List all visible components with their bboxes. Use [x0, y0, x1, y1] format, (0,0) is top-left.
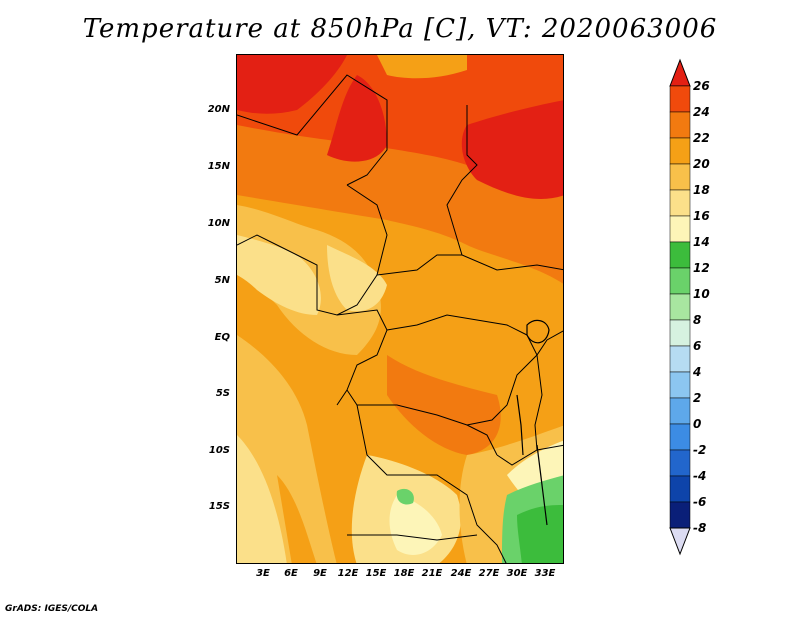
field-16-coast [237, 235, 321, 315]
lon-label-30e: 30E [506, 568, 528, 579]
colorbar-label-neg6: -6 [693, 495, 707, 509]
lon-label-15e: 15E [365, 568, 387, 579]
lat-label-10n: 10N [207, 218, 230, 229]
lon-label-24e: 24E [450, 568, 472, 579]
colorbar [669, 58, 691, 556]
colorbar-box [669, 241, 691, 269]
colorbar-label-neg2: -2 [693, 443, 707, 457]
colorbar-label-10: 10 [693, 287, 710, 301]
colorbar-top-arrow [669, 58, 691, 87]
colorbar-label-26: 26 [693, 79, 710, 93]
lon-label-12e: 12E [337, 568, 359, 579]
lon-label-3e: 3E [256, 568, 270, 579]
colorbar-label-4: 4 [693, 365, 702, 379]
colorbar-box [669, 163, 691, 191]
lakes [516, 319, 550, 526]
colorbar-label-6: 6 [693, 339, 702, 353]
field-14-angola [389, 495, 442, 555]
colorbar-label-20: 20 [693, 157, 710, 171]
colorbar-label-18: 18 [693, 183, 710, 197]
lat-label-15s: 15S [208, 501, 230, 512]
field-22-congo [387, 355, 501, 455]
colorbar-bottom-arrow [669, 527, 691, 556]
colorbar-label-12: 12 [693, 261, 710, 275]
field-12-core [517, 505, 563, 563]
colorbar-box [669, 293, 691, 321]
lat-label-eq: EQ [214, 332, 230, 343]
lon-label-9e: 9E [313, 568, 327, 579]
colorbar-box [669, 85, 691, 113]
field-26-nw [237, 55, 347, 114]
lat-label-5s: 5S [215, 388, 230, 399]
colorbar-box [669, 423, 691, 451]
lon-label-21e: 21E [421, 568, 443, 579]
colorbar-label-neg8: -8 [693, 521, 707, 535]
colorbar-box [669, 111, 691, 139]
colorbar-label-24: 24 [693, 105, 710, 119]
colorbar-label-22: 22 [693, 131, 710, 145]
colorbar-label-16: 16 [693, 209, 710, 223]
colorbar-box [669, 475, 691, 503]
field-20-north [377, 55, 467, 79]
colorbar-box [669, 215, 691, 243]
lon-label-18e: 18E [393, 568, 415, 579]
colorbar-label-neg4: -4 [693, 469, 707, 483]
colorbar-label-0: 0 [693, 417, 702, 431]
field-10-spot [396, 488, 414, 505]
colorbar-label-2: 2 [693, 391, 702, 405]
colorbar-box [669, 501, 691, 529]
colorbar-box [669, 267, 691, 295]
field-26-ne [461, 100, 563, 200]
colorbar-label-8: 8 [693, 313, 702, 327]
lon-label-33e: 33E [534, 568, 556, 579]
field-26-center [327, 75, 387, 162]
temperature-map [236, 54, 564, 564]
map-canvas [237, 55, 563, 563]
lon-label-27e: 27E [478, 568, 500, 579]
colorbar-box [669, 449, 691, 477]
colorbar-box [669, 397, 691, 425]
credit-text: GrADS: IGES/COLA [5, 604, 99, 614]
lat-label-15n: 15N [207, 161, 230, 172]
lat-label-10s: 10S [208, 445, 230, 456]
colorbar-box [669, 371, 691, 399]
map-title: Temperature at 850hPa [C], VT: 202006300… [82, 14, 718, 44]
colorbar-box [669, 345, 691, 373]
field-16-southwest [237, 435, 287, 563]
lat-label-5n: 5N [214, 275, 230, 286]
field-16-cameroon [327, 245, 387, 312]
country-borders [237, 74, 563, 563]
field-20-ocean [277, 475, 317, 563]
lat-label-20n: 20N [207, 104, 230, 115]
lon-label-6e: 6E [284, 568, 298, 579]
colorbar-box [669, 189, 691, 217]
colorbar-box [669, 137, 691, 165]
colorbar-box [669, 319, 691, 347]
colorbar-label-14: 14 [693, 235, 710, 249]
